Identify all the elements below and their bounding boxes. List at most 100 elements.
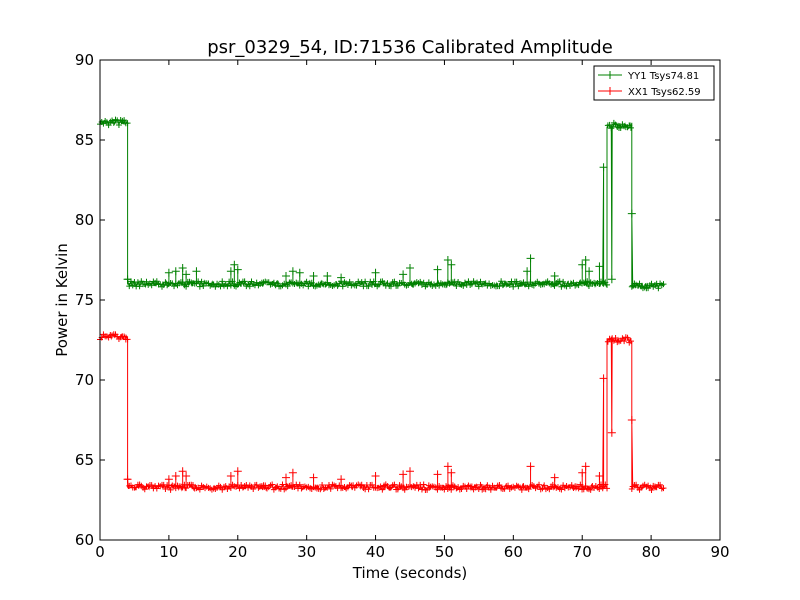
legend: YY1 Tsys74.81 XX1 Tsys62.59 <box>593 65 715 101</box>
data-point <box>560 278 567 285</box>
spike-marker <box>371 472 380 480</box>
spike-marker <box>447 468 456 477</box>
spike-marker <box>578 260 587 269</box>
transition-marker <box>627 209 636 218</box>
data-point <box>628 283 635 290</box>
spike-marker <box>337 273 346 282</box>
data-point <box>525 283 532 290</box>
data-point <box>196 486 203 493</box>
data-point <box>284 283 291 290</box>
data-point <box>498 278 505 285</box>
data-point <box>279 481 286 488</box>
data-point <box>224 283 231 290</box>
data-point <box>110 119 117 126</box>
data-point <box>262 482 269 489</box>
spike-marker <box>182 270 191 279</box>
spike-marker <box>443 256 452 264</box>
spike-marker <box>585 267 594 276</box>
data-point <box>580 486 587 493</box>
data-point <box>369 281 376 288</box>
data-point <box>391 278 398 285</box>
spike-marker <box>447 260 456 269</box>
data-point <box>604 281 611 288</box>
spike-marker <box>233 467 242 476</box>
spike-marker <box>550 272 559 280</box>
tick-layer: 0 10 20 30 40 50 60 70 80 90 60 65 70 75 80 85 90 <box>75 51 730 561</box>
data-point <box>558 283 565 290</box>
data-point <box>496 481 503 488</box>
data-point <box>143 278 150 285</box>
spike-marker <box>192 267 201 276</box>
x-tick-label: 80 <box>642 543 661 561</box>
data-point <box>183 283 190 290</box>
transition-marker <box>607 428 616 437</box>
spike-marker <box>406 467 414 476</box>
data-point <box>394 486 401 493</box>
data-point <box>377 483 384 490</box>
y-tick-label: 65 <box>75 451 94 469</box>
data-point <box>274 280 281 287</box>
series-line-1 <box>99 332 664 492</box>
data-point <box>424 486 431 493</box>
data-point <box>391 481 398 488</box>
legend-label: XX1 Tsys62.59 <box>628 87 701 98</box>
data-point <box>599 280 606 287</box>
data-point <box>505 482 512 489</box>
data-point <box>418 486 425 493</box>
transition-marker <box>627 416 636 424</box>
x-tick-label: 60 <box>504 543 523 561</box>
spike-marker <box>288 267 297 276</box>
data-point <box>217 283 224 290</box>
series-1 <box>97 331 667 493</box>
spike-marker <box>288 468 297 477</box>
legend-marker <box>606 87 614 95</box>
data-point <box>269 481 276 488</box>
legend-box <box>593 65 715 101</box>
x-tick-label: 10 <box>159 543 178 561</box>
spike-marker <box>164 475 173 484</box>
data-point <box>609 123 616 130</box>
transition-marker <box>123 475 132 484</box>
data-point <box>460 282 467 289</box>
spike-marker <box>581 256 590 264</box>
data-point <box>556 278 563 285</box>
chart-title: psr_0329_54, ID:71536 Calibrated Amplitu… <box>207 37 613 58</box>
spike-marker <box>282 272 290 280</box>
data-point <box>198 278 205 285</box>
data-point <box>608 336 615 343</box>
transition-marker <box>599 374 608 383</box>
data-point <box>346 278 353 285</box>
data-point <box>465 278 472 285</box>
data-point <box>482 486 489 493</box>
data-point <box>475 283 482 290</box>
data-point <box>277 485 284 492</box>
data-point <box>189 482 196 489</box>
data-point <box>496 283 503 290</box>
data-point <box>487 486 494 493</box>
data-point <box>105 122 112 129</box>
spike-marker <box>182 472 191 480</box>
y-tick-label: 60 <box>75 531 94 549</box>
data-point <box>162 279 169 286</box>
data-point <box>558 486 565 493</box>
spike-marker <box>399 470 408 479</box>
spike-marker <box>171 267 180 276</box>
data-point <box>477 481 484 488</box>
spike-marker <box>581 462 590 471</box>
data-point <box>303 278 310 285</box>
data-point <box>648 486 655 493</box>
data-point <box>136 283 143 290</box>
data-point <box>319 481 326 488</box>
y-tick-label: 75 <box>75 291 94 309</box>
y-axis-label: Power in Kelvin <box>53 243 71 357</box>
transition-marker <box>599 163 608 172</box>
spike-marker <box>230 260 239 269</box>
data-point <box>660 485 667 492</box>
spike-marker <box>309 473 318 482</box>
data-point <box>327 485 334 492</box>
data-point <box>124 120 131 127</box>
data-point <box>624 334 631 341</box>
spike-marker <box>578 468 587 477</box>
data-point <box>434 486 441 493</box>
